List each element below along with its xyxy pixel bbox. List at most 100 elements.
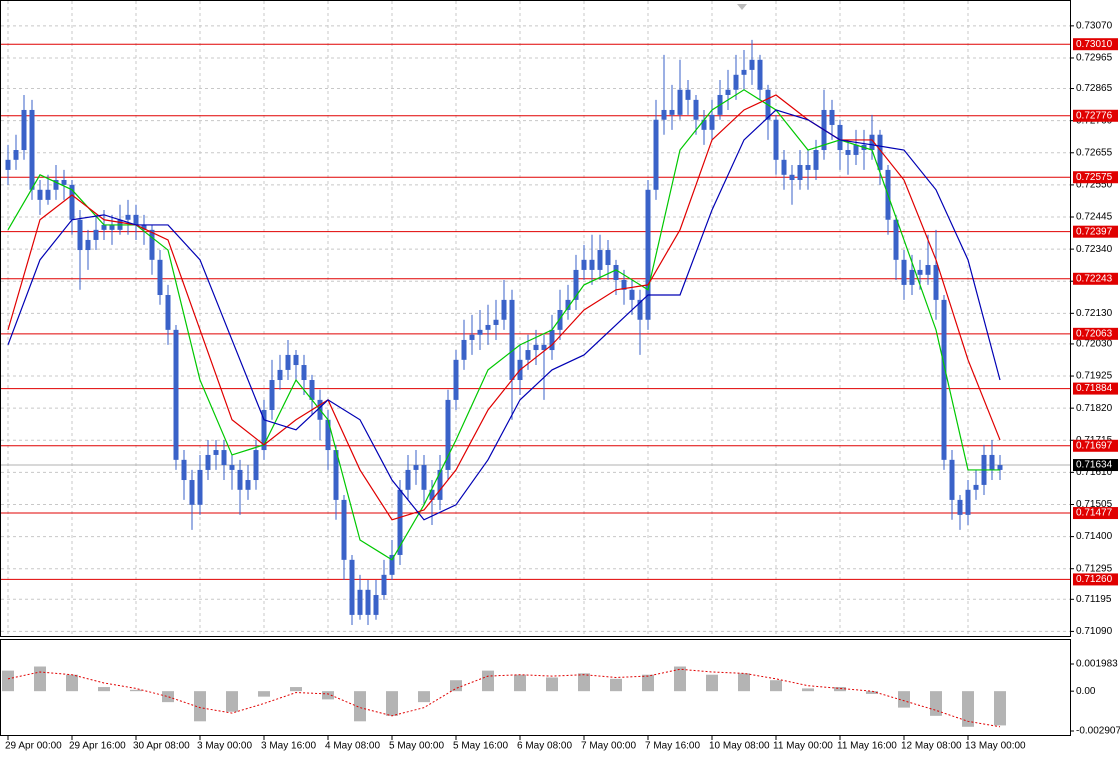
candle-body [653,119,659,190]
histogram-bar [258,691,270,697]
candle-body [901,259,907,285]
candle-body [381,574,387,596]
candle-body [621,280,627,290]
current-price-label: 0.71634 [1076,460,1113,471]
y-tick-label: 0.71400 [1076,531,1113,542]
x-tick-label: 29 Apr 16:00 [69,741,126,752]
candle-body [525,350,531,360]
candle-body [133,214,139,225]
level-tag [1073,507,1118,520]
candle-body [285,354,291,370]
current-price-tag [1073,459,1118,472]
level-tag [1073,109,1118,122]
level-label: 0.72063 [1076,328,1113,339]
candle-body [413,465,419,470]
x-tick-label: 7 May 16:00 [645,741,700,752]
candle-body [29,109,35,190]
y-tick-label: -0.002907 [1076,726,1120,737]
candle-body [941,299,947,460]
candle-body [173,329,179,460]
candle-body [213,450,219,455]
candle-body [533,344,539,351]
y-tick-label: 0.001983 [1076,659,1118,670]
candle-body [189,480,195,505]
candle-body [541,344,547,351]
moving-average-line [7,109,1001,521]
macd-panel-frame [0,639,1071,736]
histogram-bar [98,687,110,692]
x-tick-label: 5 May 00:00 [389,741,444,752]
y-tick-label: 0.72130 [1076,308,1113,319]
candle-body [789,174,795,180]
candle-body [613,265,619,281]
level-tag [1073,327,1118,340]
candle-body [349,559,355,615]
candle-body [813,150,819,170]
level-label: 0.72776 [1076,110,1113,121]
histogram-bar [162,691,174,703]
y-tick-label: 0.72445 [1076,212,1113,223]
candle-body [709,114,715,130]
candle-body [405,469,411,490]
x-tick-label: 30 Apr 08:00 [133,741,190,752]
candle-body [629,289,635,300]
histogram-bar [642,674,654,692]
candle-body [445,399,451,470]
histogram-bar [738,673,750,692]
histogram-bar [994,691,1006,726]
candle-body [253,450,259,481]
candle-body [973,484,979,490]
candle-body [181,459,187,481]
signal-line [7,668,1001,728]
y-tick-label: 0.72965 [1076,53,1113,64]
level-label: 0.72243 [1076,273,1113,284]
level-label: 0.71884 [1076,383,1113,394]
candle-body [957,499,963,515]
candle-body [389,554,395,575]
candle-body [701,119,707,130]
candle-body [13,150,19,160]
candle-body [101,224,107,230]
histogram-bar [450,680,462,692]
candle-body [165,294,171,330]
level-label: 0.71477 [1076,508,1113,519]
y-tick-label: 0.71295 [1076,563,1113,574]
candle-body [341,499,347,560]
y-tick-label: 0.00 [1076,686,1096,697]
candle-body [965,489,971,515]
candle-body [549,329,555,351]
histogram-bar [706,674,718,692]
candle-body [749,59,755,70]
level-label: 0.71697 [1076,440,1113,451]
candle-body [637,299,643,320]
x-tick-label: 3 May 00:00 [197,741,252,752]
y-tick-label: 0.72030 [1076,339,1113,350]
candle-body [69,184,75,220]
candle-body [45,189,51,200]
candle-body [725,89,731,95]
level-tag [1073,171,1118,184]
level-tag [1073,439,1118,452]
moving-average-line [7,89,1000,561]
y-tick-label: 0.71820 [1076,403,1113,414]
histogram-bar [674,666,686,692]
histogram-bar [546,677,558,692]
candle-body [733,74,739,90]
shift-marker [737,4,747,10]
level-label: 0.72575 [1076,172,1113,183]
candle-body [21,109,27,151]
x-tick-label: 7 May 00:00 [581,741,636,752]
candle-body [77,219,83,251]
candle-body [917,269,923,275]
x-tick-label: 10 May 08:00 [709,741,770,752]
candle-body [845,150,851,155]
candle-body [469,334,475,340]
y-tick-label: 0.71195 [1076,594,1112,605]
candle-body [245,480,251,490]
candle-body [229,465,235,470]
candle-body [597,250,603,270]
candle-body [205,454,211,470]
candle-body [997,465,1003,470]
level-tag [1073,573,1118,586]
